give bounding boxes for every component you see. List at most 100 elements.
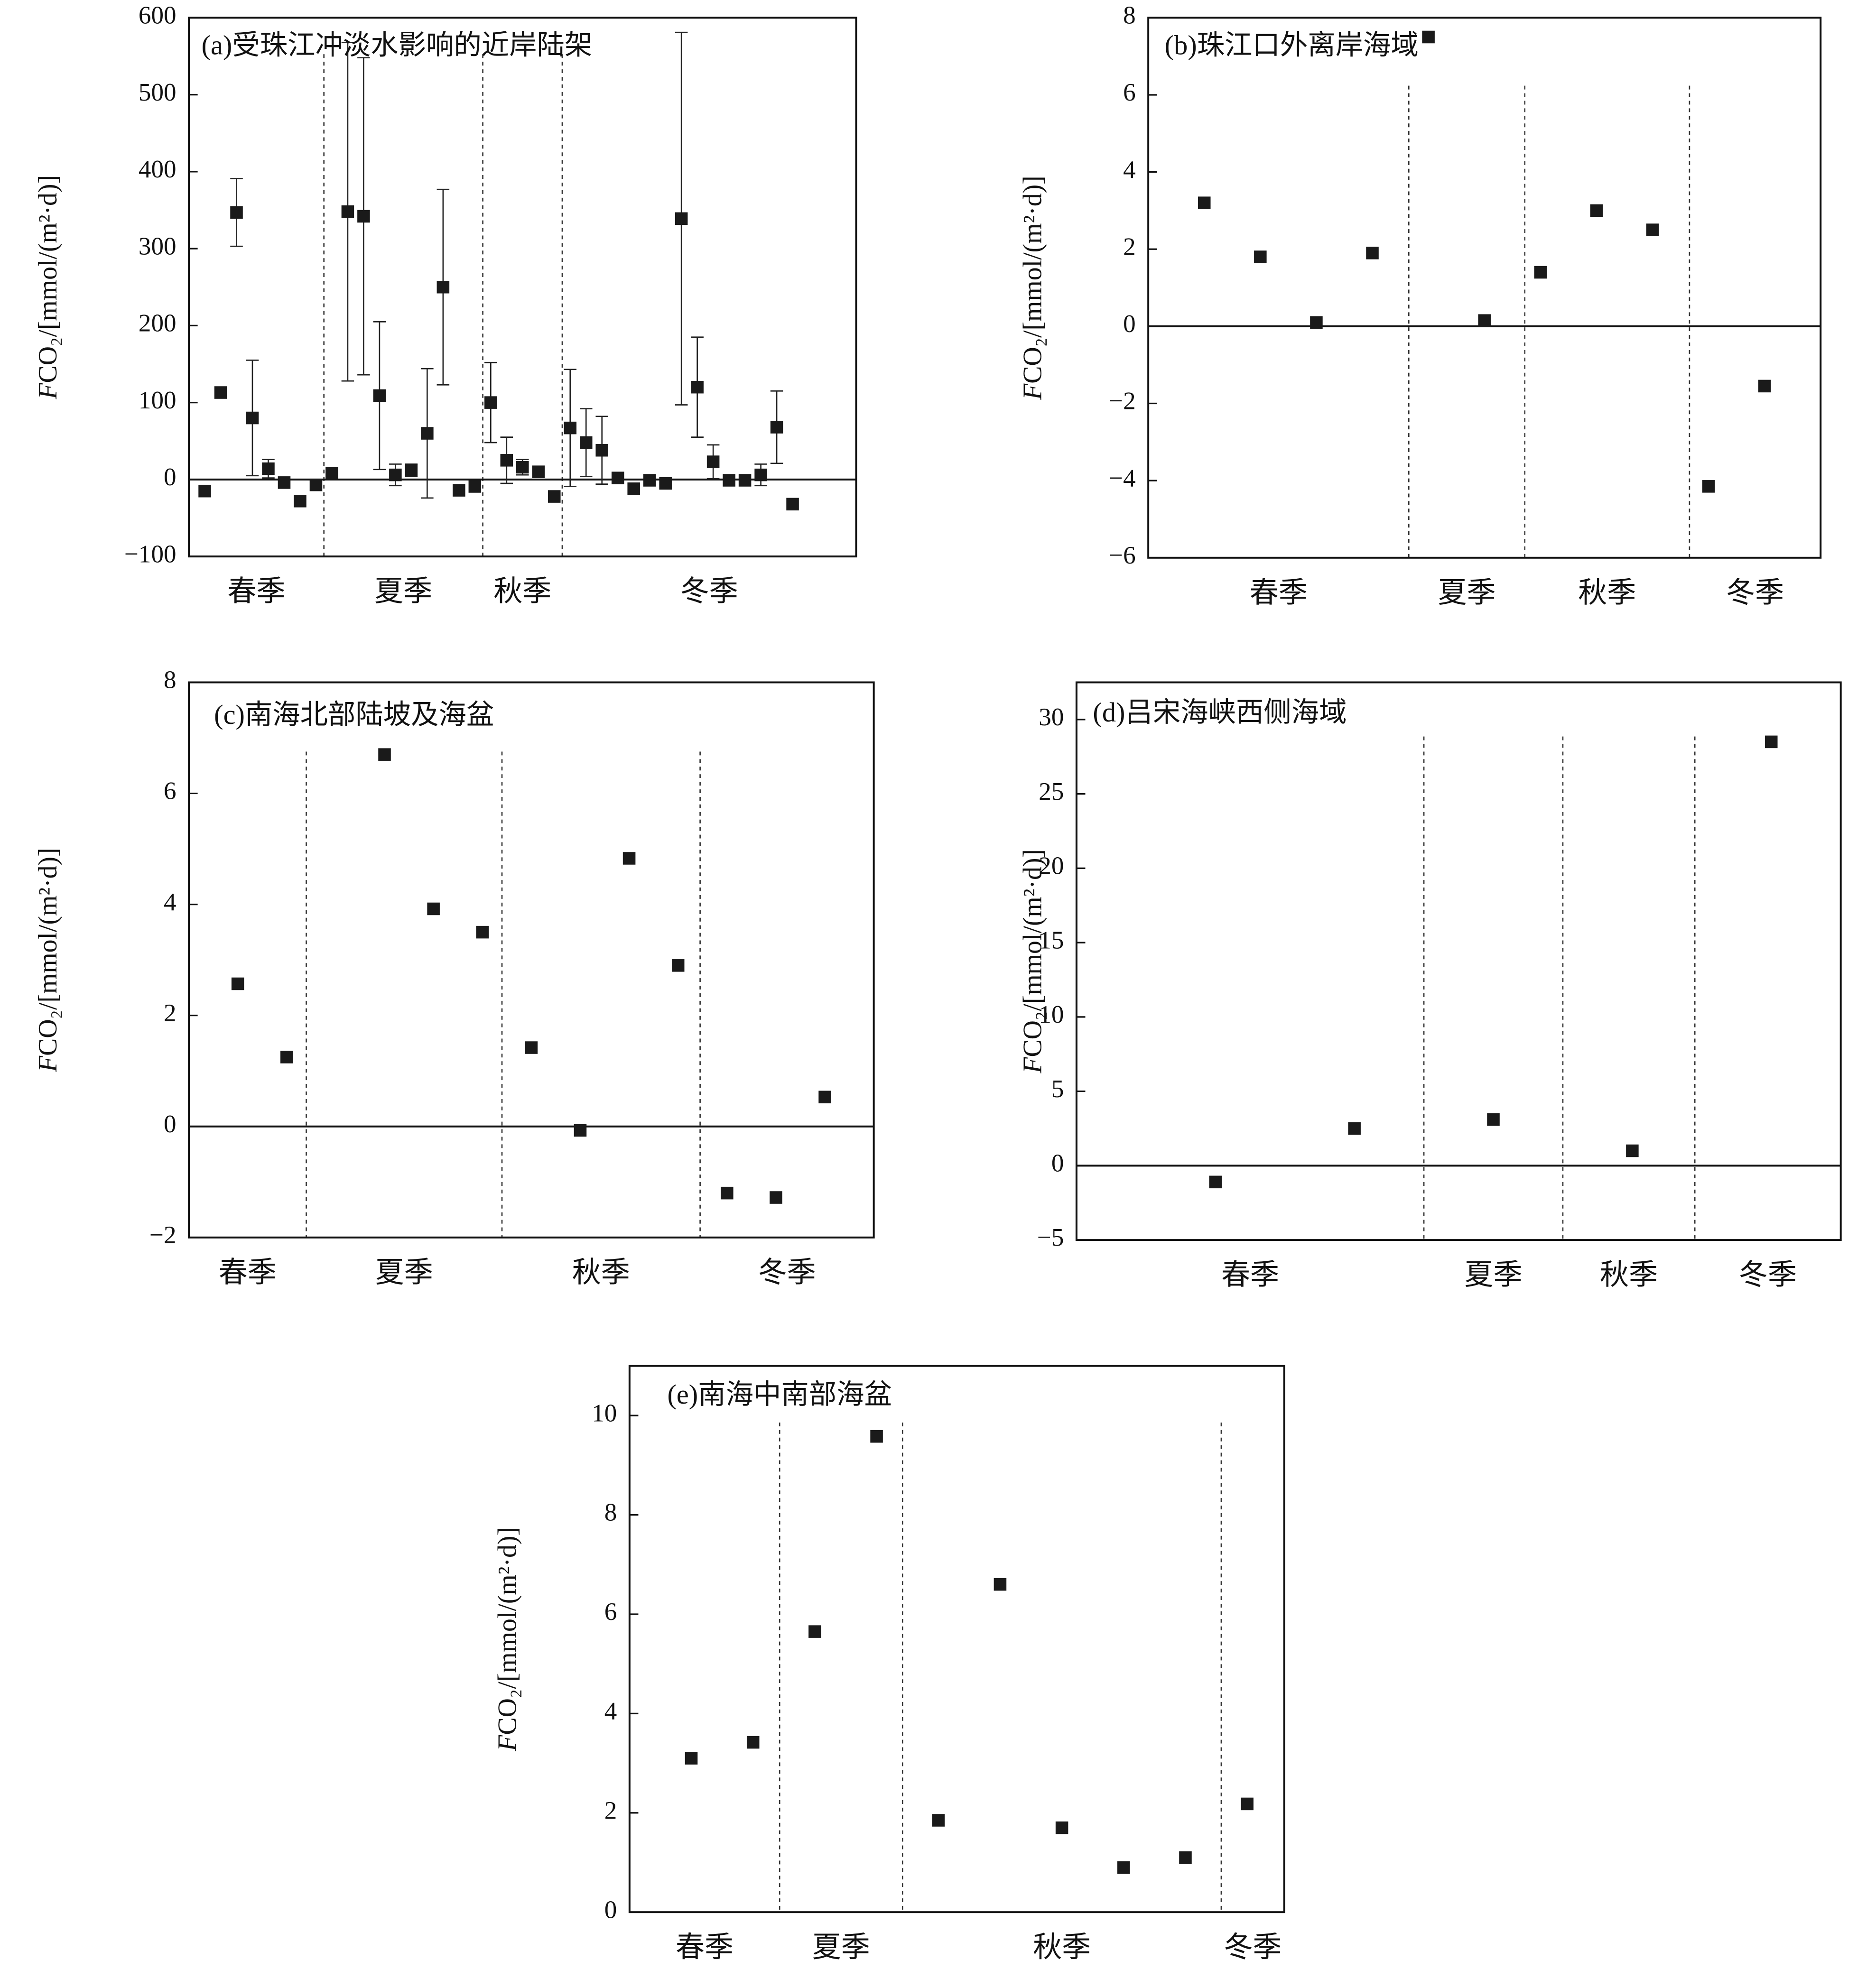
data-point	[595, 444, 608, 457]
data-point	[421, 427, 434, 440]
panel: −100 0 100 200 300 400 500 600 春季 夏季 秋季 冬季 (a)受珠江冲淡水…	[33, 2, 857, 608]
data-point	[622, 852, 636, 865]
y-axis-label-var: F	[1018, 383, 1047, 400]
data-point	[1478, 314, 1491, 327]
y-tick-label: −2	[149, 1221, 176, 1249]
y-tick-label: 20	[1039, 852, 1064, 880]
data-point	[691, 380, 704, 394]
y-tick-label: 15	[1039, 926, 1064, 954]
season-label: 冬季	[758, 1257, 816, 1288]
season-label: 秋季	[572, 1257, 630, 1288]
y-tick-label: 0	[164, 463, 176, 491]
data-point	[453, 484, 465, 497]
data-point	[770, 421, 783, 434]
data-point	[994, 1578, 1007, 1591]
data-point	[723, 474, 735, 487]
season-label: 夏季	[375, 1257, 433, 1288]
data-point	[1702, 480, 1715, 493]
data-point	[231, 977, 244, 990]
plot-frame	[188, 681, 875, 1239]
y-axis-label-unit: CO₂/[mmol/(m²·d)]	[33, 848, 63, 1055]
data-point	[230, 206, 243, 219]
y-tick-label: 4	[1123, 156, 1136, 184]
data-point	[818, 1091, 831, 1103]
season-label: 春季	[1221, 1259, 1279, 1291]
data-point	[278, 476, 291, 489]
data-point	[1765, 735, 1778, 749]
data-point	[564, 421, 577, 435]
y-tick-label: 8	[1123, 2, 1136, 29]
season-label: 春季	[227, 576, 285, 608]
y-tick-label: 10	[592, 1399, 617, 1427]
data-point	[1241, 1797, 1254, 1811]
data-point	[309, 478, 323, 491]
data-point	[579, 436, 593, 449]
data-point	[706, 455, 720, 468]
y-axis-label-var: F	[1018, 1057, 1047, 1074]
data-point	[1198, 196, 1211, 209]
y-axis-label: FCO₂/[mmol/(m²·d)]	[1018, 176, 1047, 400]
data-point	[738, 474, 752, 487]
season-label: 秋季	[493, 576, 551, 608]
data-point	[808, 1625, 821, 1638]
y-axis-label: FCO₂/[mmol/(m²·d)]	[33, 175, 63, 400]
y-axis-label: FCO₂/[mmol/(m²·d)]	[33, 848, 63, 1073]
data-point	[525, 1041, 538, 1054]
data-point	[627, 482, 640, 495]
plot-frame	[188, 17, 857, 558]
y-tick-label: 300	[139, 232, 176, 260]
data-point	[500, 454, 513, 467]
data-point	[574, 1124, 587, 1137]
data-point	[341, 205, 354, 218]
y-tick-label: 0	[1123, 310, 1136, 338]
y-axis-label-unit: CO₂/[mmol/(m²·d)]	[1018, 176, 1047, 383]
panel-title: (b)珠江口外离岸海域	[1165, 29, 1419, 60]
season-label: 夏季	[1438, 577, 1495, 609]
season-label: 春季	[219, 1257, 277, 1288]
y-axis-label-unit: CO₂/[mmol/(m²·d)]	[493, 1527, 522, 1735]
y-axis-label-var: F	[33, 1055, 63, 1073]
data-point	[754, 468, 767, 481]
data-point	[373, 389, 386, 402]
y-tick-label: 6	[604, 1598, 617, 1626]
season-label: 春季	[676, 1932, 734, 1963]
data-point	[671, 959, 685, 972]
y-tick-label: 0	[1051, 1150, 1064, 1177]
data-point	[1534, 266, 1547, 279]
plot-frame	[628, 1365, 1285, 1914]
season-label: 秋季	[1600, 1259, 1658, 1291]
y-tick-label: 4	[604, 1698, 617, 1725]
y-tick-label: 0	[604, 1896, 617, 1924]
y-axis-label: FCO₂/[mmol/(m²·d)]	[493, 1527, 522, 1752]
data-point	[516, 461, 529, 474]
data-point	[1590, 204, 1603, 217]
y-tick-label: 400	[139, 156, 176, 183]
data-point	[378, 748, 391, 761]
y-tick-label: 6	[1123, 79, 1136, 106]
data-point	[532, 465, 545, 478]
y-tick-label: 8	[164, 666, 176, 694]
y-tick-label: −4	[1109, 464, 1135, 492]
y-tick-label: 4	[164, 888, 176, 916]
y-tick-label: 5	[1051, 1075, 1064, 1103]
data-point	[1646, 223, 1659, 236]
data-point	[932, 1814, 945, 1827]
panel: −2 0 2 4 6 8 春季 夏季 秋季 冬季 (c)南海北部陆坡及海盆 FCO₂/[mmol/(m…	[33, 666, 875, 1288]
data-point	[484, 396, 497, 409]
y-axis-label-unit: CO₂/[mmol/(m²·d)]	[33, 175, 63, 383]
y-tick-label: 2	[604, 1797, 617, 1824]
y-tick-label: 30	[1039, 703, 1064, 731]
season-label: 冬季	[1224, 1932, 1282, 1963]
data-point	[427, 902, 440, 916]
y-tick-label: 0	[164, 1110, 176, 1138]
data-point	[746, 1736, 760, 1749]
season-label: 冬季	[680, 576, 738, 608]
data-point	[262, 462, 275, 475]
season-label: 秋季	[1578, 577, 1636, 609]
data-point	[1209, 1175, 1222, 1189]
season-label: 夏季	[812, 1932, 870, 1963]
y-tick-label: 500	[139, 79, 176, 106]
data-point	[1422, 30, 1435, 44]
panel-title: (d)吕宋海峡西侧海域	[1093, 697, 1347, 728]
